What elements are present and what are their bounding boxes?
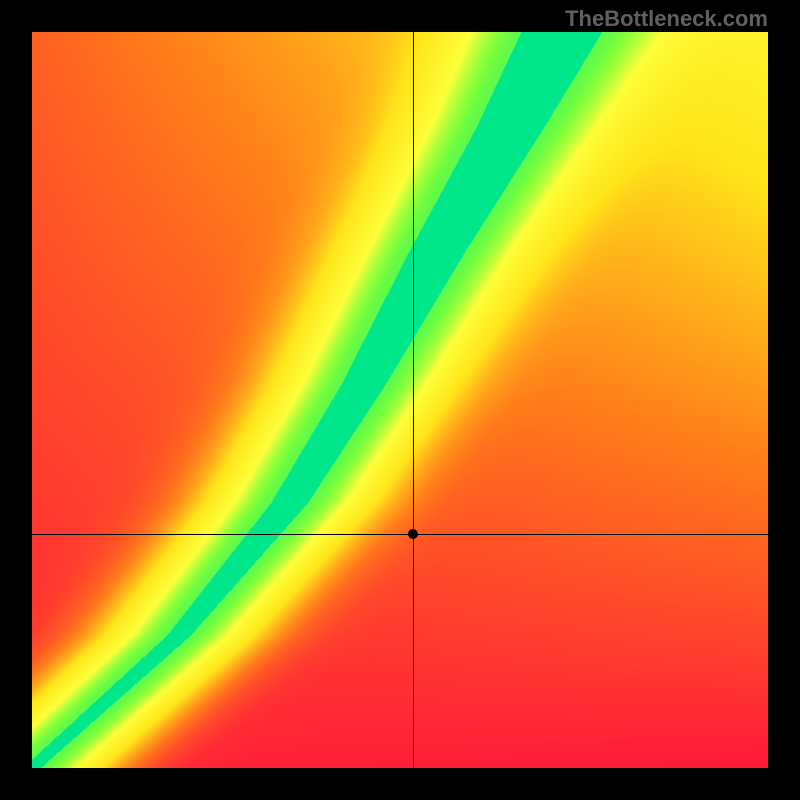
marker-dot [408, 529, 418, 539]
watermark-text: TheBottleneck.com [565, 6, 768, 32]
heatmap-plot [32, 32, 768, 768]
heatmap-canvas [32, 32, 768, 768]
crosshair-horizontal [32, 534, 768, 535]
crosshair-vertical [413, 32, 414, 768]
